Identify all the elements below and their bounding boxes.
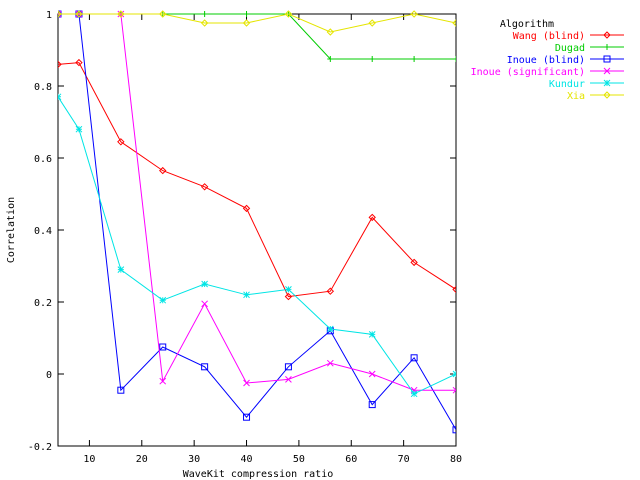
data-point-xia (75, 10, 83, 18)
data-point-wang-blind (242, 204, 251, 213)
data-point-wang-blind (326, 287, 335, 295)
y-tick-label: 0.8 (34, 82, 52, 93)
legend-label-wang-blind: Wang (blind) (513, 31, 585, 42)
data-point-inoue-blind (201, 363, 209, 371)
y-tick-label: 0.6 (34, 154, 52, 165)
data-point-wang-blind (200, 183, 209, 191)
x-tick-label: 30 (188, 454, 200, 465)
data-point-inoue-blind (159, 343, 167, 351)
x-tick-label: 80 (450, 454, 462, 465)
y-tick-label: 0.4 (34, 226, 52, 237)
data-point-kundur (201, 280, 208, 288)
legend-marker-wang-blind (603, 31, 611, 39)
legend-label-dugad: Dugad (555, 43, 585, 54)
data-point-wang-blind (284, 292, 293, 301)
data-point-xia (452, 19, 456, 27)
y-axis-label: Correlation (6, 197, 17, 263)
data-point-inoue-significant (243, 379, 250, 387)
x-tick-label: 10 (83, 454, 95, 465)
data-point-wang-blind (58, 60, 62, 69)
data-point-inoue-blind (452, 426, 456, 434)
data-point-dugad (411, 56, 418, 62)
data-point-kundur (285, 286, 292, 293)
data-point-inoue-significant (159, 377, 167, 385)
data-point-dugad (327, 56, 334, 62)
legend-marker-dugad (604, 44, 610, 50)
y-tick-label: -0.2 (28, 442, 52, 453)
data-point-inoue-blind (243, 413, 251, 421)
data-point-inoue-significant (452, 386, 456, 394)
axis-tick-labels: 10 20 30 40 50 60 70 80 -0.2 0 0.2 0.4 0.6 0.8 1 (28, 10, 462, 465)
data-point-wang-blind (75, 58, 83, 67)
data-point-inoue-blind (284, 363, 292, 371)
data-point-wang-blind (410, 258, 418, 267)
data-point-inoue-significant (58, 10, 62, 18)
data-point-wang-blind (117, 138, 125, 146)
data-point-xia (326, 28, 335, 36)
legend-label-inoue-significant: Inoue (significant) (471, 67, 585, 78)
data-point-wang-blind (159, 166, 167, 175)
series-line-inoue-blind (58, 13, 456, 431)
x-tick-label: 20 (136, 454, 148, 465)
data-point-wang-blind (368, 213, 376, 222)
data-point-inoue-blind (117, 386, 125, 394)
data-point-inoue-significant (201, 300, 208, 308)
legend-label-inoue-blind: Inoue (blind) (507, 55, 585, 66)
data-point-inoue-significant (326, 359, 334, 367)
data-point-xia (410, 10, 418, 18)
data-point-xia (200, 19, 209, 27)
series-line-wang-blind (58, 62, 456, 298)
x-tick-label: 40 (241, 454, 253, 465)
data-point-xia (368, 19, 376, 27)
legend-marker-inoue-significant (603, 67, 611, 75)
legend-label-kundur: Kundur (549, 79, 585, 90)
data-point-dugad (243, 11, 250, 17)
legend-label-xia: Xia (567, 91, 585, 102)
data-point-dugad (369, 56, 376, 62)
series-wang-blind (58, 58, 456, 301)
data-point-xia (159, 10, 167, 18)
data-point-kundur (75, 125, 83, 133)
data-point-inoue-significant (368, 370, 376, 378)
data-point-dugad (453, 56, 456, 62)
series-inoue-significant (58, 10, 456, 394)
data-point-kundur (243, 291, 250, 299)
data-point-wang-blind (452, 285, 456, 294)
data-point-inoue-blind (368, 401, 376, 409)
data-point-kundur (159, 296, 167, 304)
data-point-kundur (58, 93, 62, 101)
legend-title: Algorithm (500, 19, 554, 30)
series-xia (58, 10, 456, 36)
legend-marker-inoue-blind (603, 55, 611, 63)
y-tick-label: 0 (46, 370, 52, 381)
series-group (58, 10, 456, 434)
series-dugad (58, 11, 456, 62)
series-inoue-blind (58, 10, 456, 434)
y-tick-label: 0.2 (34, 298, 52, 309)
data-point-kundur (368, 331, 376, 338)
data-point-kundur (117, 266, 125, 273)
data-point-dugad (201, 11, 208, 17)
legend-marker-kundur (603, 79, 611, 87)
y-tick-label: 1 (46, 10, 52, 21)
data-point-xia (58, 10, 62, 18)
data-point-xia (284, 10, 293, 18)
legend-marker-xia (603, 91, 611, 99)
series-kundur (58, 93, 456, 398)
data-point-inoue-significant (285, 376, 292, 383)
data-point-kundur (326, 325, 334, 333)
x-axis-label: WaveKit compression ratio (183, 469, 334, 480)
data-point-kundur (452, 370, 456, 378)
data-point-inoue-blind (410, 354, 418, 362)
data-point-xia (242, 19, 251, 27)
x-tick-label: 60 (345, 454, 357, 465)
data-point-xia (117, 10, 125, 18)
x-tick-label: 50 (293, 454, 305, 465)
data-point-kundur (410, 390, 418, 398)
series-line-xia (58, 13, 456, 33)
series-line-inoue-significant (58, 13, 456, 391)
x-tick-label: 70 (398, 454, 410, 465)
